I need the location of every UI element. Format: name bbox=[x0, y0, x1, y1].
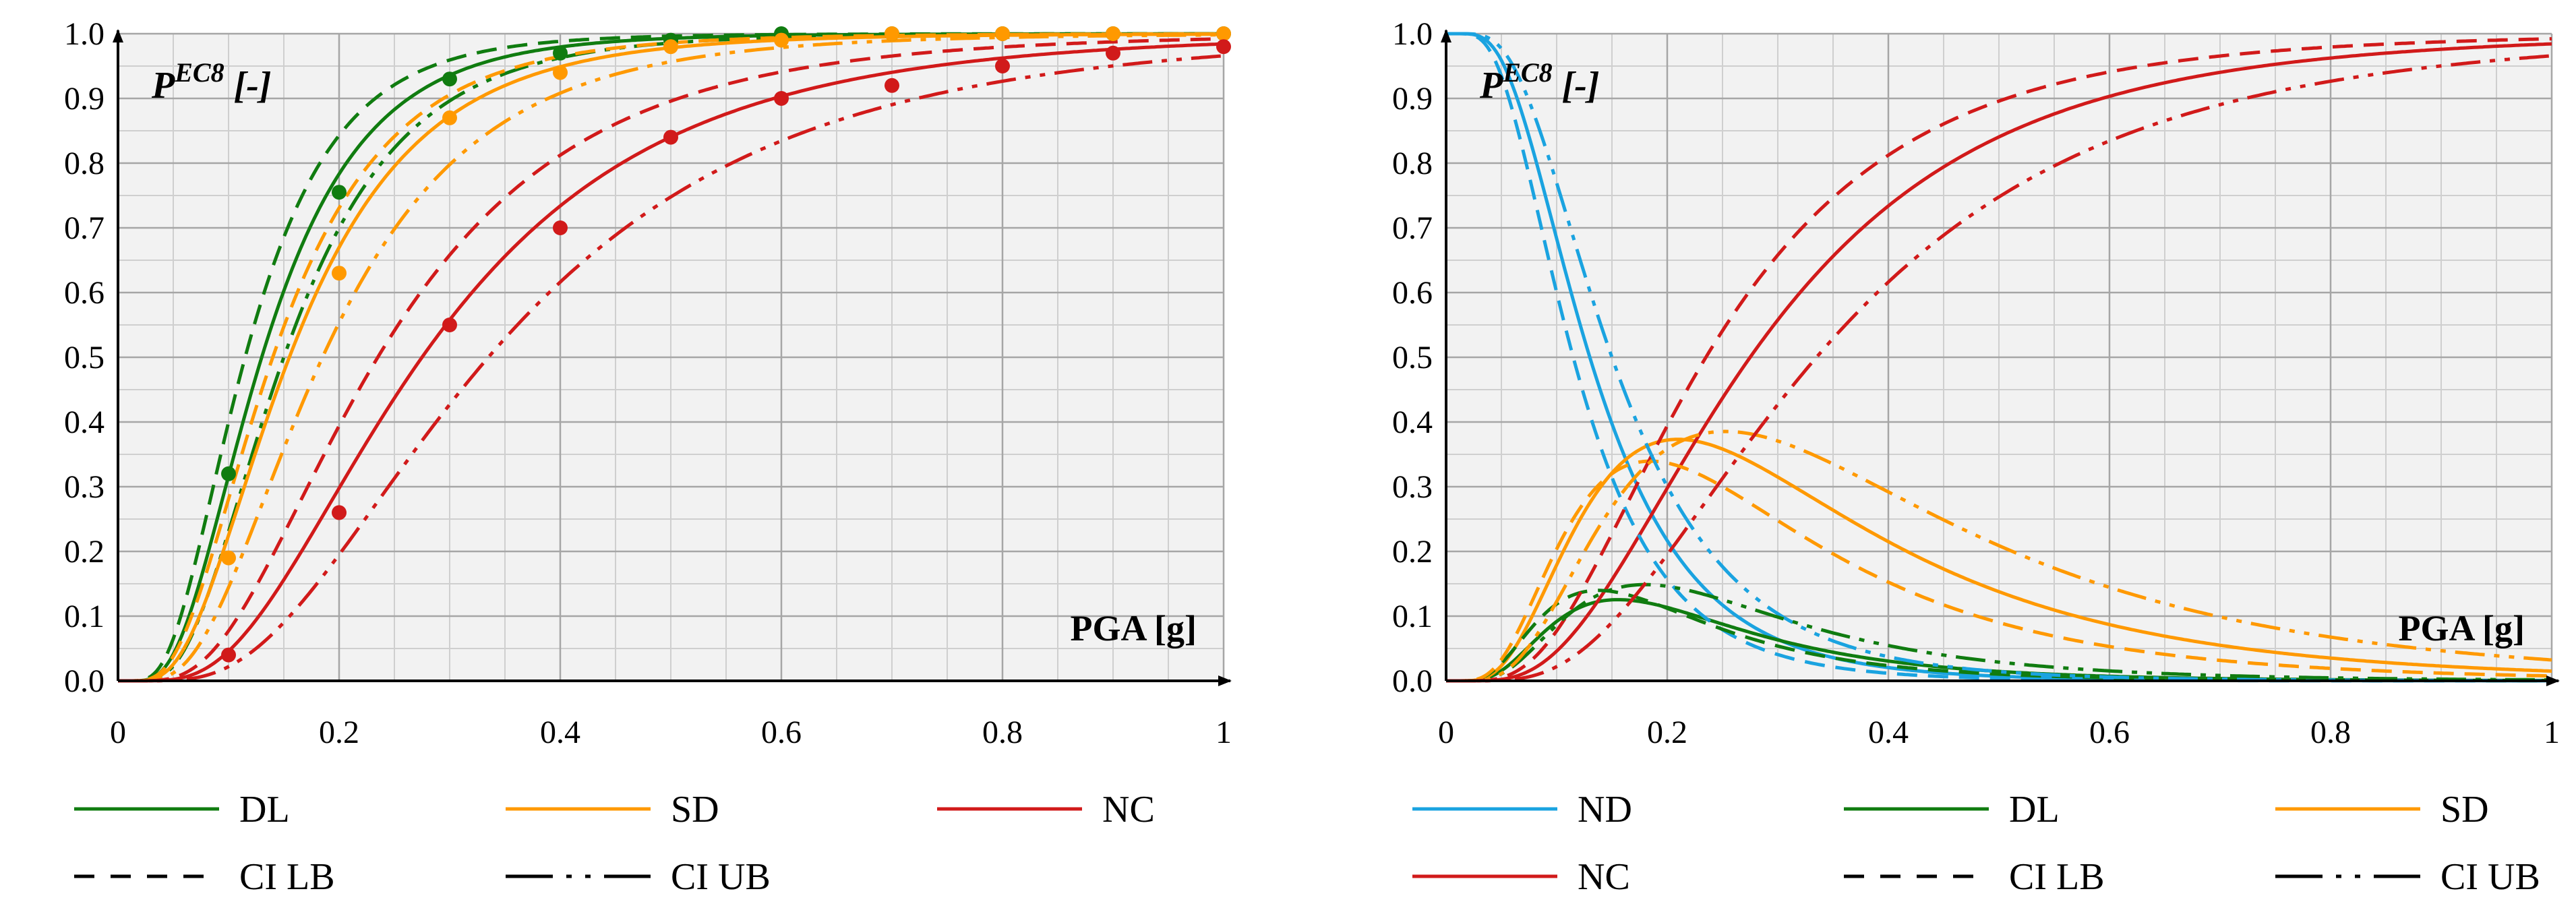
data-point-sd bbox=[663, 39, 678, 55]
legend-label-ci-ub: CI UB bbox=[671, 856, 771, 898]
series-nc-ci-lb bbox=[118, 37, 1224, 683]
series-nc-ci-ub bbox=[118, 54, 1224, 683]
y-tick-label: 0.5 bbox=[64, 340, 104, 375]
data-point-sd bbox=[885, 26, 899, 41]
legend-label-sd: SD bbox=[2440, 789, 2489, 831]
y-tick-label: 0.9 bbox=[64, 81, 104, 117]
y-tick-label: 0.6 bbox=[64, 275, 104, 311]
data-point-sd bbox=[221, 550, 236, 566]
y-tick-label: 0.5 bbox=[1392, 340, 1433, 375]
y-axis-title: PEC8 [-] bbox=[151, 57, 272, 107]
data-point-sd bbox=[995, 26, 1010, 41]
y-tick-label: 0.4 bbox=[64, 404, 104, 440]
y-tick-label: 0.4 bbox=[1392, 404, 1433, 440]
legend: DL SD NC CI LB CI UB bbox=[74, 789, 1155, 898]
series-nc-ci-lb bbox=[1446, 37, 2552, 683]
data-point-nc bbox=[553, 220, 568, 235]
curves bbox=[1446, 32, 2552, 683]
y-axis-title-suffix: [-] bbox=[1553, 65, 1600, 107]
x-tick-label: 0 bbox=[110, 715, 126, 750]
x-tick-label: 0.8 bbox=[982, 715, 1023, 750]
data-point-nc bbox=[332, 505, 347, 520]
legend-label-nc: NC bbox=[1578, 856, 1630, 898]
legend-label-ci-ub: CI UB bbox=[2440, 856, 2540, 898]
x-tick-label: 0.4 bbox=[540, 715, 580, 750]
series-sd bbox=[1446, 437, 2552, 683]
x-tick-label: 0.8 bbox=[2310, 715, 2351, 750]
x-tick-label: 0.2 bbox=[319, 715, 359, 750]
y-tick-label: 0.0 bbox=[64, 663, 104, 699]
y-tick-label: 0.6 bbox=[1392, 275, 1433, 311]
y-tick-label: 0.0 bbox=[1392, 663, 1433, 699]
series-sd-ci-ub bbox=[118, 33, 1224, 683]
y-axis-title-main: P bbox=[151, 65, 175, 107]
y-tick-label: 0.3 bbox=[64, 469, 104, 505]
data-point-nc bbox=[1106, 45, 1120, 61]
data-point-nc bbox=[995, 59, 1010, 73]
data-point-nc bbox=[774, 91, 789, 106]
series-nc bbox=[1446, 42, 2552, 683]
y-tick-label: 0.8 bbox=[64, 146, 104, 181]
y-tick-label: 0.1 bbox=[1392, 599, 1433, 634]
series-sd-ci-ub bbox=[1446, 429, 2552, 683]
data-point-sd bbox=[553, 65, 568, 80]
legend-label-sd: SD bbox=[671, 789, 719, 831]
y-tick-label: 0.2 bbox=[64, 534, 104, 570]
legend: ND DL SD NC CI LB CI UB bbox=[1412, 789, 2540, 898]
data-point-dl bbox=[221, 466, 236, 481]
data-point-sd bbox=[774, 32, 789, 48]
data-point-nc bbox=[442, 318, 457, 332]
data-point-dl bbox=[442, 71, 457, 87]
y-axis-title: PEC8 [-] bbox=[1479, 57, 1600, 107]
data-point-sd bbox=[1216, 26, 1231, 41]
y-axis-title-suffix: [-] bbox=[224, 65, 272, 107]
curves bbox=[118, 26, 1231, 683]
x-axis-title: PGA [g] bbox=[2399, 608, 2525, 648]
grid bbox=[118, 32, 1225, 681]
y-tick-label: 1.0 bbox=[1392, 16, 1433, 52]
x-tick-label: 0.6 bbox=[2089, 715, 2130, 750]
legend-label-ci-lb: CI LB bbox=[2009, 856, 2105, 898]
data-point-nc bbox=[885, 78, 899, 93]
x-tick-label: 0.2 bbox=[1647, 715, 1687, 750]
chart-left-fragility: 0.0 0.1 0.2 0.3 0.4 0.5 0.6 0.7 0.8 0.9 1.0 0 0.2 0.4… bbox=[64, 16, 1232, 898]
legend-label-nd: ND bbox=[1578, 789, 1632, 831]
data-point-nc bbox=[1216, 39, 1231, 55]
y-tick-label: 0.3 bbox=[1392, 469, 1433, 505]
y-tick-label: 1.0 bbox=[64, 16, 104, 52]
y-axis-title-sup: EC8 bbox=[1502, 57, 1552, 88]
legend-label-dl: DL bbox=[239, 789, 290, 831]
data-point-nc bbox=[221, 647, 236, 663]
series-dl-ci-ub bbox=[118, 32, 1224, 683]
x-tick-label: 1 bbox=[1216, 715, 1232, 750]
x-tick-label: 1 bbox=[2544, 715, 2560, 750]
data-point-dl bbox=[553, 45, 568, 61]
data-point-nc bbox=[663, 129, 678, 145]
y-tick-label: 0.8 bbox=[1392, 146, 1433, 181]
x-tick-label: 0 bbox=[1438, 715, 1454, 750]
data-point-sd bbox=[332, 266, 347, 281]
legend-label-dl: DL bbox=[2009, 789, 2060, 831]
legend-label-ci-lb: CI LB bbox=[239, 856, 335, 898]
data-point-sd bbox=[442, 110, 457, 125]
x-tick-label: 0.4 bbox=[1868, 715, 1909, 750]
y-tick-label: 0.1 bbox=[64, 599, 104, 634]
series-dl-ci-ub bbox=[1446, 582, 2552, 683]
y-tick-label: 0.7 bbox=[1392, 210, 1433, 246]
legend-label-nc: NC bbox=[1102, 789, 1155, 831]
y-tick-label: 0.9 bbox=[1392, 81, 1433, 117]
data-point-dl bbox=[332, 185, 347, 200]
x-axis-title: PGA [g] bbox=[1071, 608, 1197, 648]
y-tick-label: 0.2 bbox=[1392, 534, 1433, 570]
grid bbox=[1446, 32, 2553, 681]
data-point-sd bbox=[1106, 26, 1120, 41]
series-nc-ci-ub bbox=[1446, 54, 2552, 683]
y-axis-title-main: P bbox=[1479, 65, 1503, 107]
x-tick-label: 0.6 bbox=[761, 715, 802, 750]
series-nd-ci-ub bbox=[1446, 32, 2552, 683]
y-tick-label: 0.7 bbox=[64, 210, 104, 246]
chart-right-damage-states: 0.0 0.1 0.2 0.3 0.4 0.5 0.6 0.7 0.8 0.9 1.0 0 0.2 0.4… bbox=[1392, 16, 2560, 898]
y-axis-title-sup: EC8 bbox=[174, 57, 224, 88]
